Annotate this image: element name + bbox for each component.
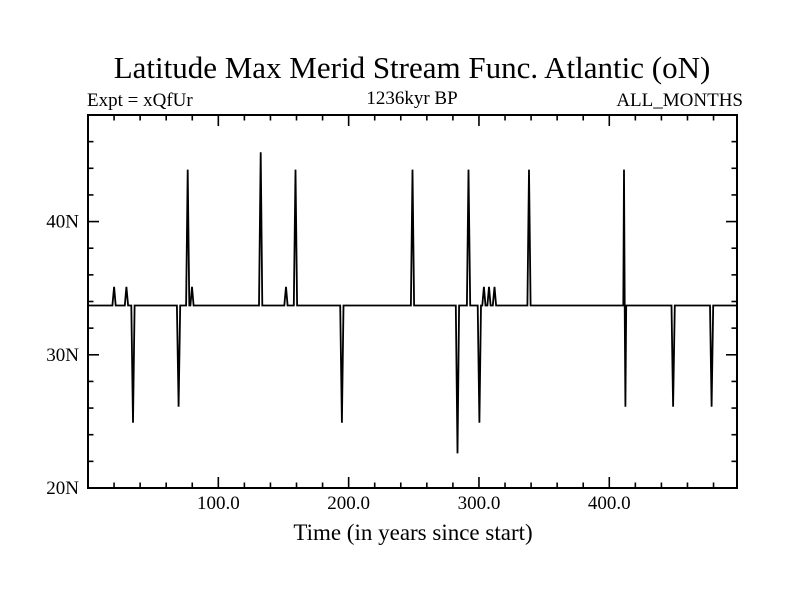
chart-title: Latitude Max Merid Stream Func. Atlantic… [113, 50, 711, 85]
x-tick-label: 200.0 [327, 493, 370, 514]
y-tick-label: 20N [46, 478, 79, 499]
axis-ticks [88, 115, 737, 488]
months-label: ALL_MONTHS [616, 90, 743, 111]
x-tick-label: 300.0 [458, 493, 501, 514]
plot-line [88, 152, 737, 454]
y-tick-label: 40N [46, 212, 79, 233]
x-tick-label: 100.0 [197, 493, 240, 514]
x-axis-title: Time (in years since start) [293, 520, 533, 545]
tick-labels: 100.0 200.0 300.0 400.0 20N 30N 40N [46, 212, 630, 514]
y-tick-label: 30N [46, 345, 79, 366]
time-bp-label: 1236kyr BP [366, 88, 458, 109]
experiment-label: Expt = xQfUr [87, 90, 193, 111]
x-tick-label: 400.0 [588, 493, 631, 514]
